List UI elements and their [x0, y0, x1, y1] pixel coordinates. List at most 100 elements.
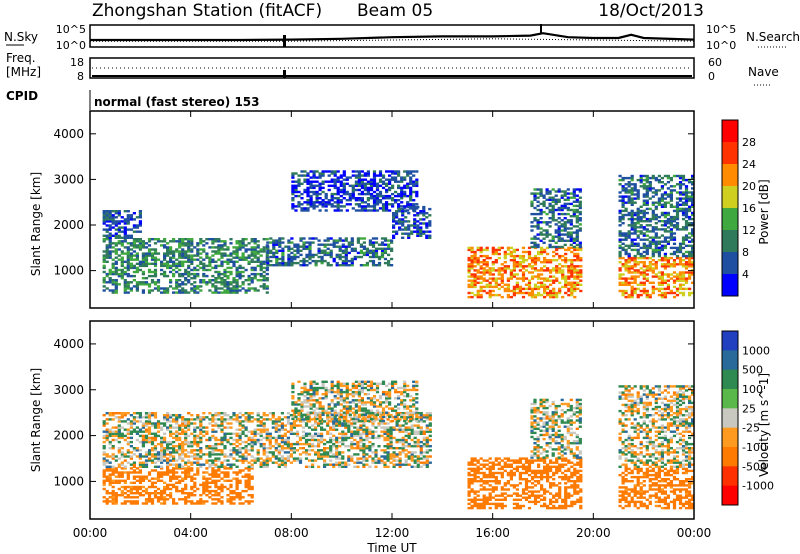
power-cell [569, 223, 573, 226]
power-cell [691, 265, 695, 268]
power-cell [211, 291, 215, 294]
power-cell [409, 170, 413, 173]
velocity-cell [238, 416, 242, 419]
power-cell [302, 245, 306, 248]
power-cell [138, 268, 142, 272]
power-cell [235, 240, 239, 243]
power-cell [639, 261, 643, 264]
power-cell [309, 184, 313, 187]
power-cell [660, 275, 664, 278]
power-cell [678, 291, 683, 295]
power-cell [672, 252, 677, 256]
power-cell [627, 267, 631, 270]
power-cell [491, 252, 495, 256]
power-cell [360, 192, 364, 196]
power-cell [323, 249, 327, 252]
power-cell [187, 272, 191, 276]
power-cell [470, 254, 474, 258]
power-cell [293, 255, 297, 259]
power-cell [223, 283, 227, 286]
velocity-cell [223, 475, 227, 478]
power-cell [575, 229, 579, 232]
velocity-cell [150, 453, 155, 456]
power-cell [344, 245, 348, 248]
power-cell [196, 272, 200, 276]
velocity-cell [304, 442, 309, 446]
power-cell [365, 261, 369, 265]
power-cell [549, 283, 553, 286]
power-cell [385, 209, 389, 212]
velocity-cell [286, 440, 290, 444]
velocity-cell [274, 440, 278, 444]
power-cell [202, 244, 206, 247]
power-cell [362, 264, 366, 267]
power-cell [675, 254, 680, 258]
power-cell [196, 268, 200, 272]
velocity-cell [144, 500, 149, 503]
velocity-cell [232, 442, 236, 446]
velocity-cell [147, 432, 152, 435]
velocity-cell [286, 457, 290, 460]
power-cell [377, 243, 382, 246]
power-cell [630, 232, 634, 235]
velocity-cell [163, 492, 167, 495]
power-cell [479, 293, 483, 297]
power-cell [675, 191, 680, 194]
power-cell [654, 234, 658, 237]
power-cell [287, 255, 291, 259]
velocity-cell [178, 481, 182, 484]
power-cell [546, 277, 550, 280]
velocity-cell [223, 473, 227, 476]
power-cell [651, 291, 655, 295]
power-cell [317, 243, 321, 246]
velocity-cell [217, 453, 221, 456]
power-cell [272, 243, 276, 246]
power-cell [211, 258, 215, 261]
velocity-cell [196, 416, 200, 419]
power-cell [540, 252, 544, 256]
velocity-cell [144, 453, 149, 456]
power-cell [669, 265, 673, 268]
power-cell [688, 240, 692, 243]
velocity-cell [114, 492, 118, 495]
velocity-cell [250, 463, 254, 466]
power-cell [220, 256, 224, 259]
power-cell [372, 172, 377, 175]
velocity-cell [129, 414, 133, 417]
power-cell [548, 225, 552, 228]
power-cell [366, 192, 370, 196]
power-cell [153, 258, 158, 261]
power-cell [138, 283, 142, 286]
velocity-cell [169, 453, 173, 456]
power-cell [326, 247, 330, 250]
power-cell [302, 241, 306, 244]
power-cell [281, 257, 285, 261]
power-cell [681, 246, 686, 250]
power-cell [169, 279, 173, 282]
power-cell [651, 230, 655, 233]
velocity-cell [187, 434, 191, 438]
power-cell [648, 281, 652, 284]
velocity-cell [244, 481, 248, 484]
power-cell [300, 197, 304, 200]
velocity-cell [105, 461, 109, 464]
power-cell [621, 232, 625, 235]
power-cell [618, 289, 622, 293]
power-cell [129, 216, 133, 219]
velocity-cell [193, 436, 197, 440]
power-cell [545, 198, 549, 201]
velocity-cell [304, 440, 309, 444]
velocity-cell [153, 481, 158, 484]
power-cell [558, 267, 562, 270]
velocity-cell [144, 420, 149, 423]
power-cell [578, 227, 582, 230]
power-cell [639, 220, 643, 223]
power-cell [666, 193, 670, 196]
mode-text: normal (fast stereo) 153 [94, 95, 260, 109]
velocity-cell [277, 457, 281, 460]
velocity-cell [208, 473, 212, 476]
nave-label: Nave [748, 65, 779, 79]
power-cell [633, 217, 637, 221]
velocity-cell [138, 440, 142, 444]
velocity-cell [111, 432, 115, 435]
